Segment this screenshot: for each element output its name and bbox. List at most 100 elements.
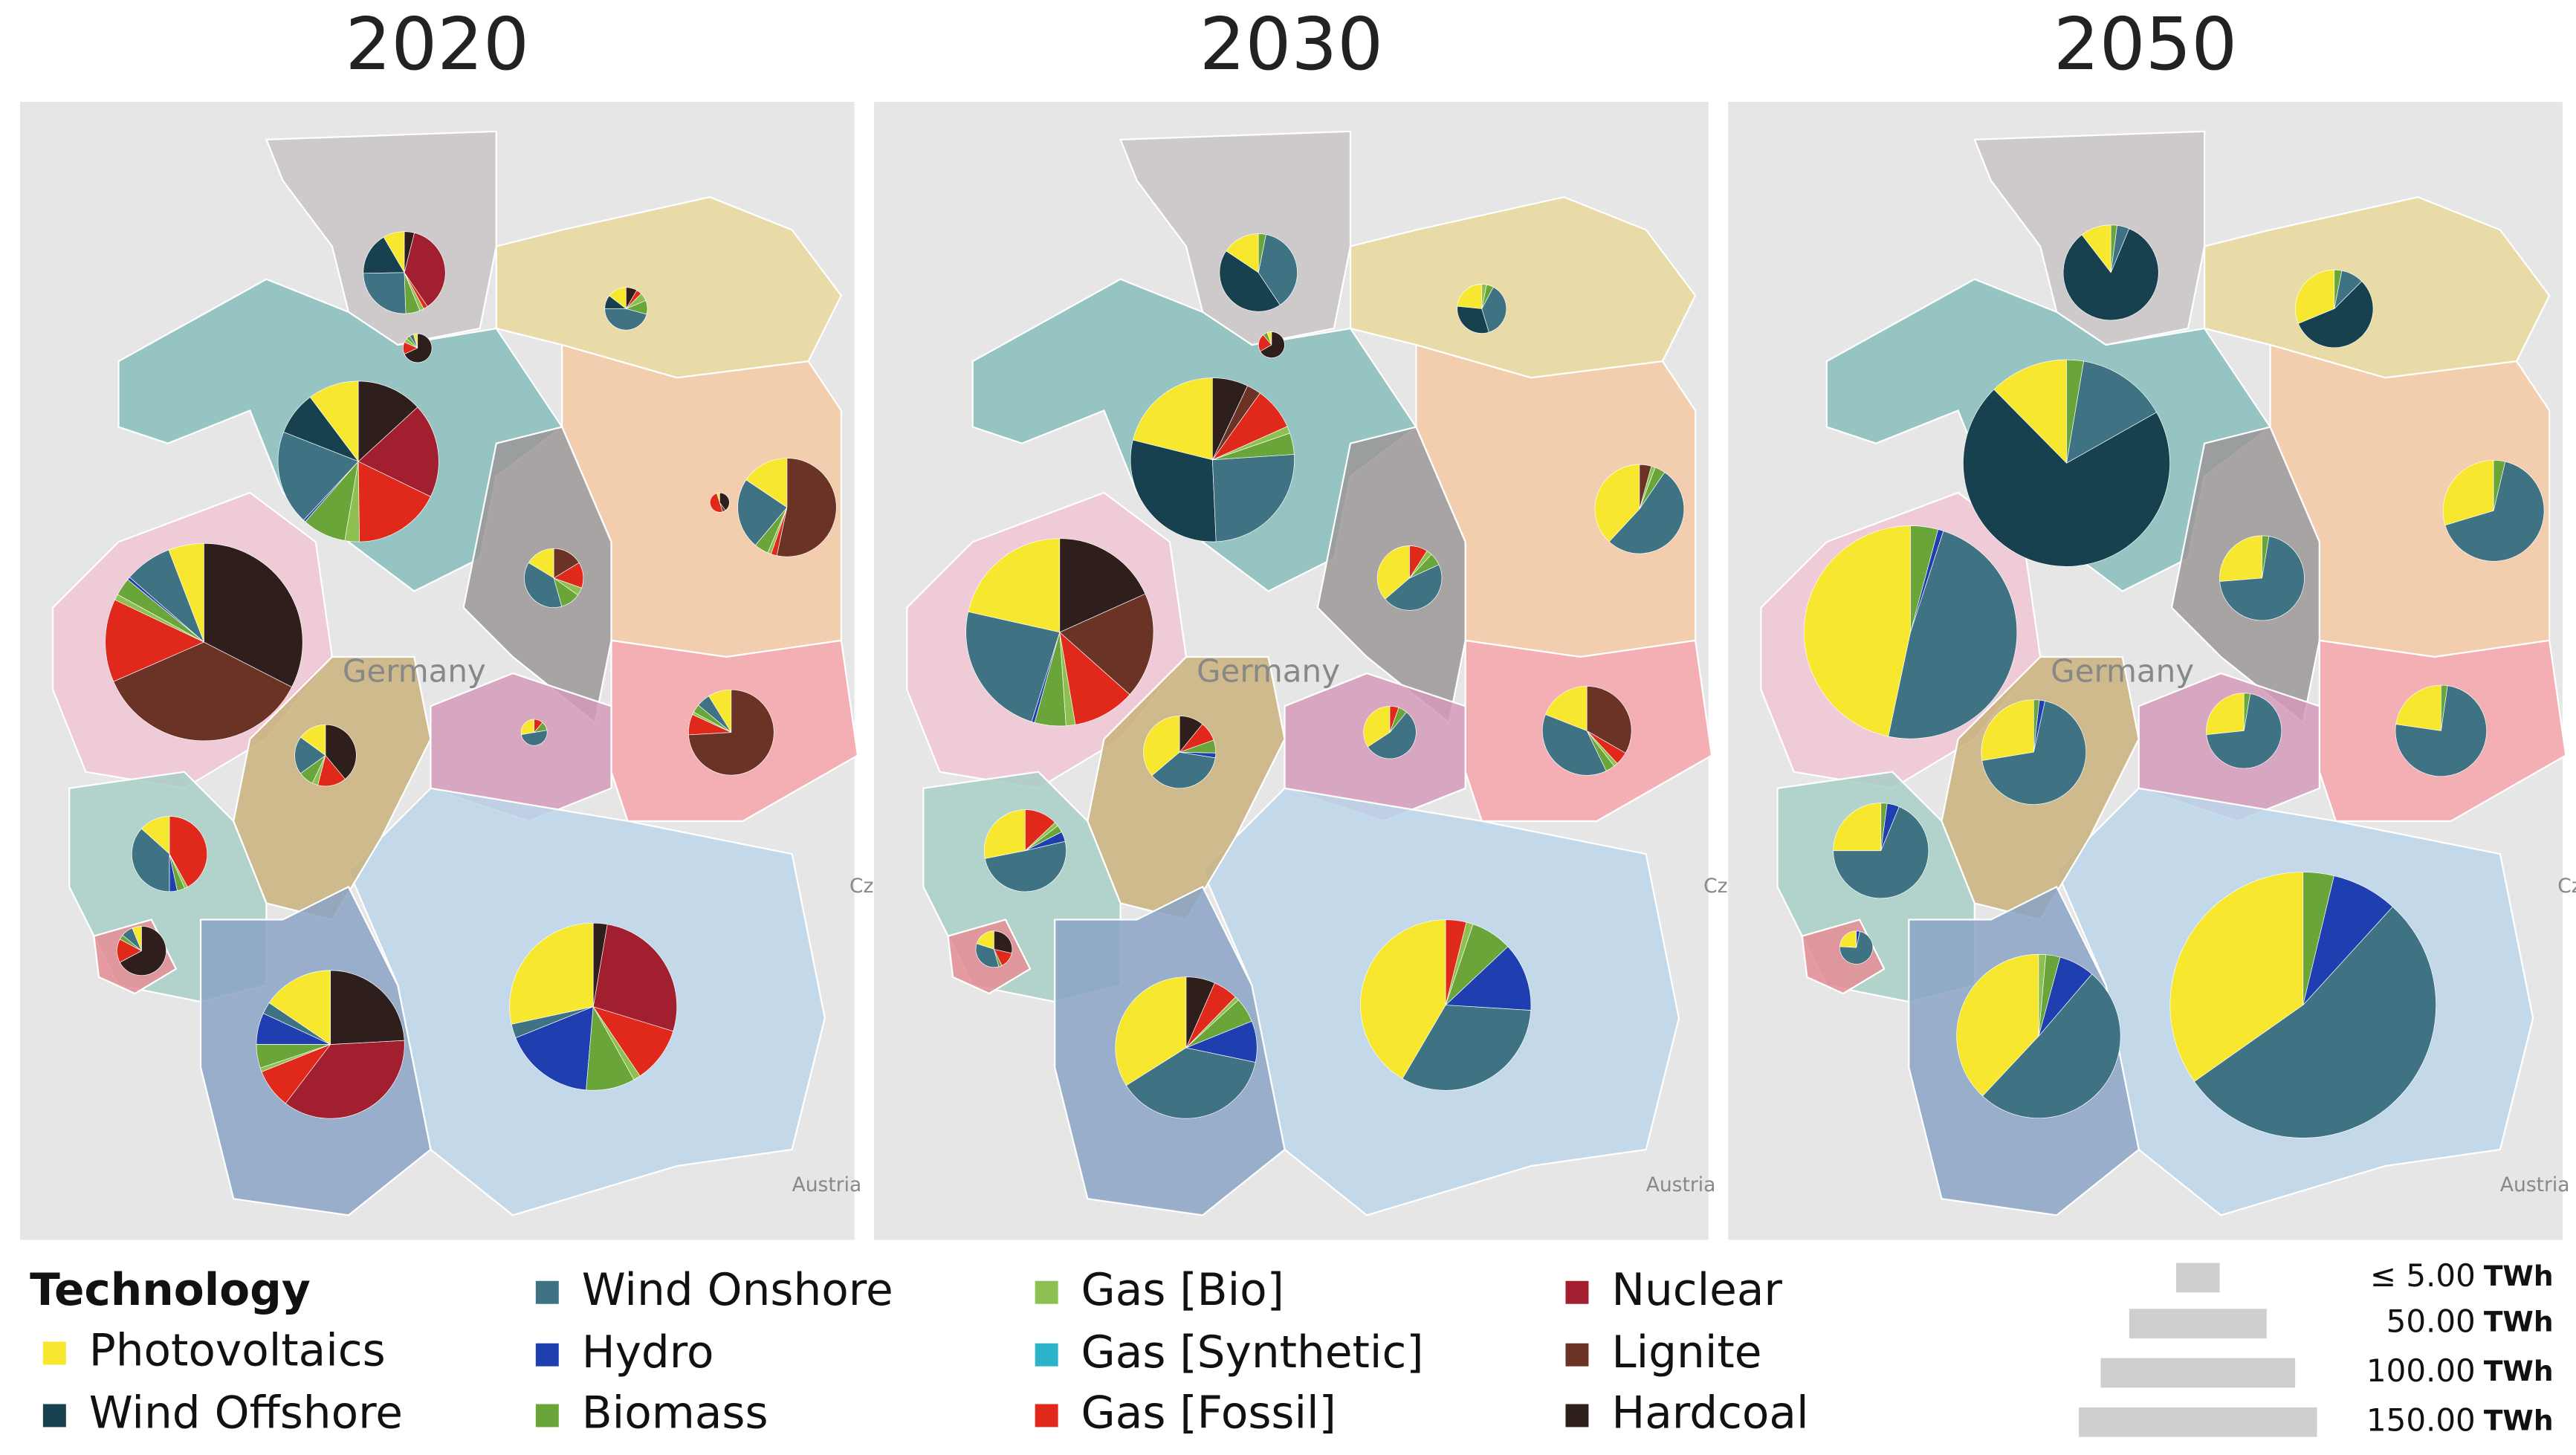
pie-slice: [975, 943, 1000, 968]
pie-slice: [1219, 250, 1281, 312]
legend-label: Photovoltaics: [89, 1326, 386, 1377]
pie-slice: [1179, 716, 1203, 754]
pie-slice: [357, 406, 439, 497]
pie-slice: [357, 461, 431, 542]
pie-slice: [1910, 525, 1939, 632]
pie-slice: [404, 232, 446, 307]
pie-slice: [737, 479, 788, 546]
pie-slice: [1481, 286, 1507, 333]
pie-slice: [268, 970, 331, 1046]
pie-slice: [309, 380, 359, 462]
map-panel: Germany Cz Austria: [19, 102, 873, 1240]
pie-slice: [710, 493, 723, 513]
pie-slice: [2066, 359, 2084, 464]
pie-slice: [404, 231, 415, 273]
pie-slice: [1143, 716, 1180, 777]
pie-slice: [363, 272, 407, 314]
pie-slice: [1544, 686, 1588, 731]
pie-slice: [2219, 536, 2305, 621]
pie-slice: [1258, 234, 1298, 305]
pie-slice: [1059, 593, 1154, 696]
pie-slice: [592, 922, 608, 1007]
pie-slice: [983, 809, 1026, 859]
pie-slice: [745, 458, 788, 508]
year-title: 2050: [2054, 2, 2237, 86]
pie-slice: [1132, 377, 1213, 461]
country-label: Germany: [1197, 653, 1340, 690]
pie-slice: [1185, 976, 1215, 1049]
size-key: [2079, 1407, 2317, 1437]
neighbor-label: Cz: [1703, 875, 1727, 898]
neighbor-label: Cz: [2557, 875, 2576, 898]
pie-slice: [404, 333, 433, 363]
pie-slice: [105, 599, 205, 682]
legend-label: Biomass: [582, 1388, 768, 1439]
pie-slice: [285, 1040, 405, 1119]
pie-slice: [2169, 872, 2304, 1082]
legend-label: Hydro: [582, 1327, 714, 1378]
pie-slice: [1151, 751, 1216, 789]
pie-slice: [968, 538, 1061, 633]
pie-slice: [1963, 389, 2170, 567]
pie-slice: [1608, 472, 1685, 554]
pie-slice: [2334, 269, 2343, 309]
pie-slice: [1115, 976, 1187, 1086]
pie-slice: [1981, 699, 2034, 761]
size-unit: TWh: [2484, 1404, 2554, 1436]
size-label: 100.00: [2366, 1352, 2476, 1389]
pie-slice: [2066, 360, 2158, 464]
pie-slice: [626, 287, 638, 310]
pie-slice: [2110, 224, 2117, 273]
size-key: [2100, 1358, 2296, 1388]
pie-slice: [2302, 875, 2393, 1005]
pie-slice: [524, 562, 563, 608]
legend-label: Lignite: [1611, 1327, 1761, 1378]
pie-slice: [1211, 454, 1295, 542]
pie-slice: [1260, 331, 1285, 358]
pie-slice: [1059, 538, 1146, 633]
pie-slice: [363, 236, 405, 274]
legend-swatch: [535, 1404, 559, 1428]
pie-slice: [1856, 930, 1860, 948]
neighbor-label: Austria: [1646, 1173, 1716, 1196]
pie-slice: [330, 970, 405, 1045]
legend-label: Hardcoal: [1611, 1388, 1808, 1439]
pie-slice: [1226, 233, 1259, 273]
pie-slice: [1130, 439, 1217, 542]
year-title: 2030: [1200, 2, 1383, 86]
pie-slice: [119, 926, 166, 976]
legend-label: Wind Onshore: [582, 1265, 893, 1316]
pie-slice: [1258, 233, 1266, 273]
state-region: [1349, 196, 1697, 379]
pie-slice: [1481, 284, 1487, 309]
pie-slice: [965, 611, 1061, 722]
country-label: Germany: [2051, 653, 2194, 690]
legend-swatch: [42, 1341, 66, 1365]
pie-slice: [1389, 705, 1399, 733]
pie-slice: [204, 542, 303, 687]
pie-slice: [2444, 461, 2545, 562]
pie-slice: [1993, 359, 2067, 464]
size-unit: TWh: [2484, 1355, 2554, 1387]
pie-slice: [1839, 930, 1857, 948]
pie-slice: [2441, 684, 2448, 731]
pie-slice: [2206, 693, 2282, 769]
pie-slice: [132, 828, 170, 892]
neighbor-label: Austria: [792, 1173, 862, 1196]
year-title: 2020: [346, 2, 529, 86]
legend-swatch: [535, 1280, 559, 1304]
pie-slice: [1212, 377, 1248, 460]
pie-slice: [2493, 459, 2506, 511]
pie-slice: [2206, 693, 2245, 736]
map-panel: Germany Cz Austria: [874, 102, 1728, 1240]
pie-slice: [1956, 953, 2039, 1097]
legend-swatch: [1565, 1404, 1589, 1428]
pie-slice: [2193, 906, 2436, 1138]
pie-slice: [1385, 564, 1443, 611]
size-key: [2176, 1263, 2220, 1293]
neighbor-label: Cz: [850, 875, 873, 898]
pie-slice: [1457, 284, 1483, 309]
pie-slice: [2262, 535, 2270, 578]
legend-swatch: [1035, 1343, 1058, 1367]
